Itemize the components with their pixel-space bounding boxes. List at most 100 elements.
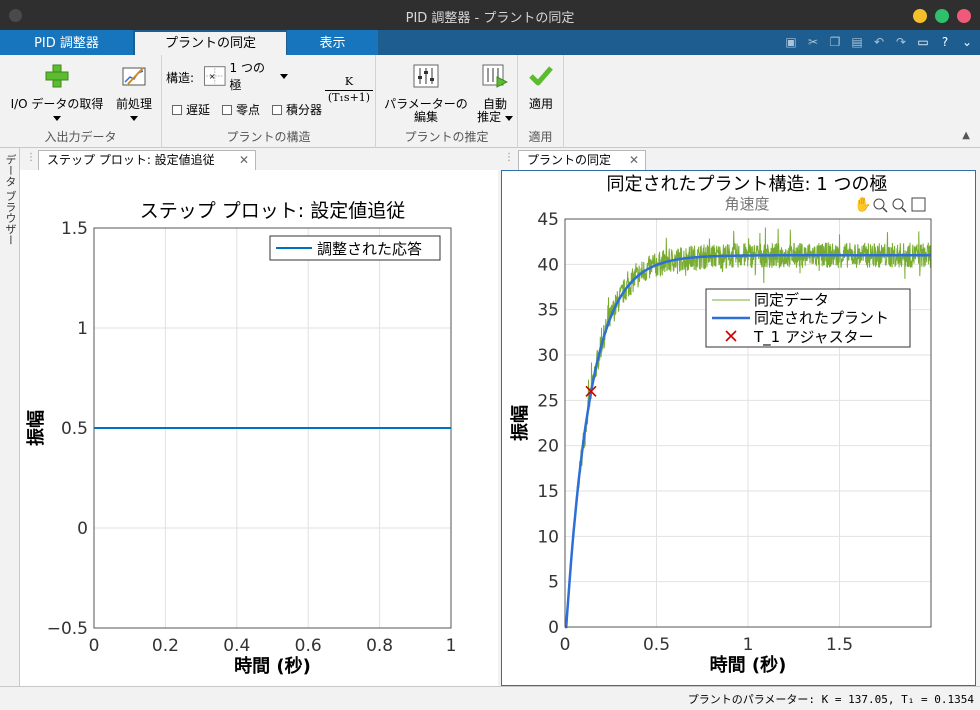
y-tick-label: 20 bbox=[537, 437, 559, 457]
ribbon-tab-strip: PID 調整器 プラントの同定 表示 ▣ ✂ ❐ ▤ ↶ ↷ ▭ ? ⌄ bbox=[0, 30, 980, 55]
edit-parameters-label-1: パラメーターの bbox=[384, 97, 468, 111]
plant-parameters-status: プラントのパラメーター: K = 137.05, T₁ = 0.1354 bbox=[687, 693, 974, 706]
plant-identification-panel: 同定されたプラント構造: 1 つの極 角速度 ✋ 0 0.5 1 1.5 0 5 10 15 20 25… bbox=[501, 170, 976, 686]
plot-frame bbox=[564, 218, 932, 628]
y-tick-label: 15 bbox=[537, 482, 559, 502]
legend-label-marker: T_1 アジャスター bbox=[753, 328, 874, 347]
tab-pid-tuner[interactable]: PID 調整器 bbox=[0, 30, 133, 55]
auto-estimate-icon bbox=[482, 64, 509, 88]
preprocess-label: 前処理 bbox=[115, 97, 152, 111]
auto-estimate-button[interactable]: 自動 推定 bbox=[474, 63, 516, 124]
section-apply: 適用 適用 bbox=[518, 55, 564, 148]
auto-estimate-label-1: 自動 bbox=[482, 97, 507, 111]
svg-text:×: × bbox=[209, 72, 216, 81]
y-axis-label: 振幅 bbox=[509, 405, 531, 441]
y-tick-label: 25 bbox=[537, 391, 559, 411]
x-tick-label: 1 bbox=[446, 636, 457, 656]
section-caption-io-data: 入出力データ bbox=[44, 130, 117, 144]
x-tick-label: 0.4 bbox=[223, 636, 250, 656]
integrator-checkbox[interactable]: 積分器 bbox=[272, 101, 322, 118]
apply-label: 適用 bbox=[528, 97, 553, 111]
transfer-function-display: K (T₁s+1) bbox=[325, 75, 373, 104]
structure-dropdown[interactable]: × 1 つの極 bbox=[204, 61, 288, 92]
y-tick-label: −0.5 bbox=[47, 619, 88, 639]
window-title: PID 調整器 - プラントの同定 bbox=[405, 11, 575, 26]
zero-checkbox[interactable]: 零点 bbox=[222, 101, 260, 118]
chart-title: 同定されたプラント構造: 1 つの極 bbox=[607, 174, 888, 195]
x-axis-label: 時間 (秒) bbox=[234, 655, 311, 677]
chevron-down-icon bbox=[53, 116, 61, 121]
section-caption-plant-structure: プラントの構造 bbox=[226, 130, 311, 144]
legend-label-plant: 同定されたプラント bbox=[754, 309, 889, 327]
delay-checkbox[interactable]: 遅延 bbox=[172, 101, 210, 118]
minimize-button[interactable] bbox=[913, 9, 927, 23]
pole-zero-map-icon: × bbox=[204, 66, 226, 86]
get-io-data-button[interactable]: I/O データの取得 bbox=[4, 63, 110, 124]
x-tick-label: 0 bbox=[89, 636, 100, 656]
x-axis-label: 時間 (秒) bbox=[710, 654, 787, 676]
apply-button[interactable]: 適用 bbox=[522, 63, 560, 111]
y-tick-label: 40 bbox=[537, 255, 559, 275]
zero-checkbox-box[interactable] bbox=[222, 104, 232, 115]
section-caption-plant-estimate: プラントの推定 bbox=[404, 130, 489, 144]
structure-label: 構造: bbox=[166, 71, 195, 85]
step-plot-panel: ステップ プロット: 設定値追従 0 0.2 0.4 0.6 0.8 1 −0.5 0 0.5 1 1… bbox=[20, 170, 498, 686]
y-axis-label: 振幅 bbox=[25, 410, 47, 446]
paste-icon[interactable]: ▤ bbox=[851, 35, 863, 49]
identified-plant-line bbox=[564, 254, 931, 629]
chevron-down-icon bbox=[130, 116, 138, 121]
y-tick-label: 45 bbox=[537, 210, 559, 230]
close-button[interactable] bbox=[957, 9, 971, 23]
edit-parameters-label-2: 編集 bbox=[413, 110, 438, 124]
delay-label: 遅延 bbox=[186, 103, 211, 117]
toolstrip: I/O データの取得 前処理 入出力データ 構造: × 1 つの極 bbox=[0, 55, 980, 148]
collapse-toolstrip-icon[interactable]: ▲ bbox=[962, 130, 970, 141]
title-bar: PID 調整器 - プラントの同定 bbox=[0, 0, 980, 30]
get-io-data-label: I/O データの取得 bbox=[10, 97, 104, 111]
integrator-checkbox-box[interactable] bbox=[272, 104, 282, 115]
sliders-icon bbox=[413, 64, 439, 88]
redo-icon[interactable]: ↷ bbox=[895, 35, 907, 49]
legend: 調整された応答 bbox=[269, 235, 441, 261]
undo-icon[interactable]: ↶ bbox=[873, 35, 885, 49]
save-icon[interactable]: ▣ bbox=[785, 35, 797, 49]
tab-plant-identification[interactable]: プラントの同定 bbox=[135, 32, 286, 55]
auto-estimate-label-2: 推定 bbox=[474, 111, 516, 124]
legend-toggle-icon bbox=[911, 197, 926, 212]
data-browser-sidebar[interactable]: データ ブラウザー bbox=[0, 148, 20, 686]
y-tick-label: 0.5 bbox=[61, 419, 88, 439]
x-tick-label: 1.5 bbox=[826, 635, 853, 655]
close-tab-icon[interactable]: ✕ bbox=[628, 153, 639, 167]
legend-label: 調整された応答 bbox=[317, 240, 422, 258]
zero-label: 零点 bbox=[236, 103, 261, 117]
pan-hand-icon: ✋ bbox=[854, 196, 871, 213]
close-tab-icon[interactable]: ✕ bbox=[238, 153, 249, 167]
section-io-data: I/O データの取得 前処理 入出力データ bbox=[0, 55, 162, 148]
delay-checkbox-box[interactable] bbox=[172, 104, 182, 115]
app-menu-icon[interactable] bbox=[9, 9, 22, 22]
chart-title: ステップ プロット: 設定値追従 bbox=[140, 200, 405, 222]
y-tick-label: 0 bbox=[77, 519, 88, 539]
preprocess-button[interactable]: 前処理 bbox=[112, 63, 156, 124]
drag-grip-icon[interactable]: ⋮ bbox=[504, 152, 514, 163]
tab-step-plot[interactable]: ステップ プロット: 設定値追従 ✕ bbox=[38, 150, 256, 170]
axes-toolbar: ✋ bbox=[854, 196, 926, 213]
help-icon[interactable]: ? bbox=[941, 35, 949, 49]
x-tick-label: 0.8 bbox=[366, 636, 393, 656]
window-layout-icon[interactable]: ▭ bbox=[917, 35, 929, 49]
copy-icon[interactable]: ❐ bbox=[829, 35, 841, 49]
edit-parameters-button[interactable]: パラメーターの 編集 bbox=[380, 63, 472, 124]
options-dropdown-icon[interactable]: ⌄ bbox=[961, 35, 973, 49]
x-tick-label: 1 bbox=[743, 635, 754, 655]
x-tick-label: 0.6 bbox=[295, 636, 322, 656]
zoom-out-icon-handle bbox=[901, 207, 907, 213]
tab-plant-identification-plot[interactable]: プラントの同定 ✕ bbox=[518, 150, 646, 170]
cut-icon[interactable]: ✂ bbox=[807, 35, 819, 49]
x-tick-label: 0.2 bbox=[152, 636, 179, 656]
maximize-button[interactable] bbox=[935, 9, 949, 23]
tab-view[interactable]: 表示 bbox=[287, 30, 378, 55]
drag-grip-icon[interactable]: ⋮ bbox=[26, 152, 36, 163]
